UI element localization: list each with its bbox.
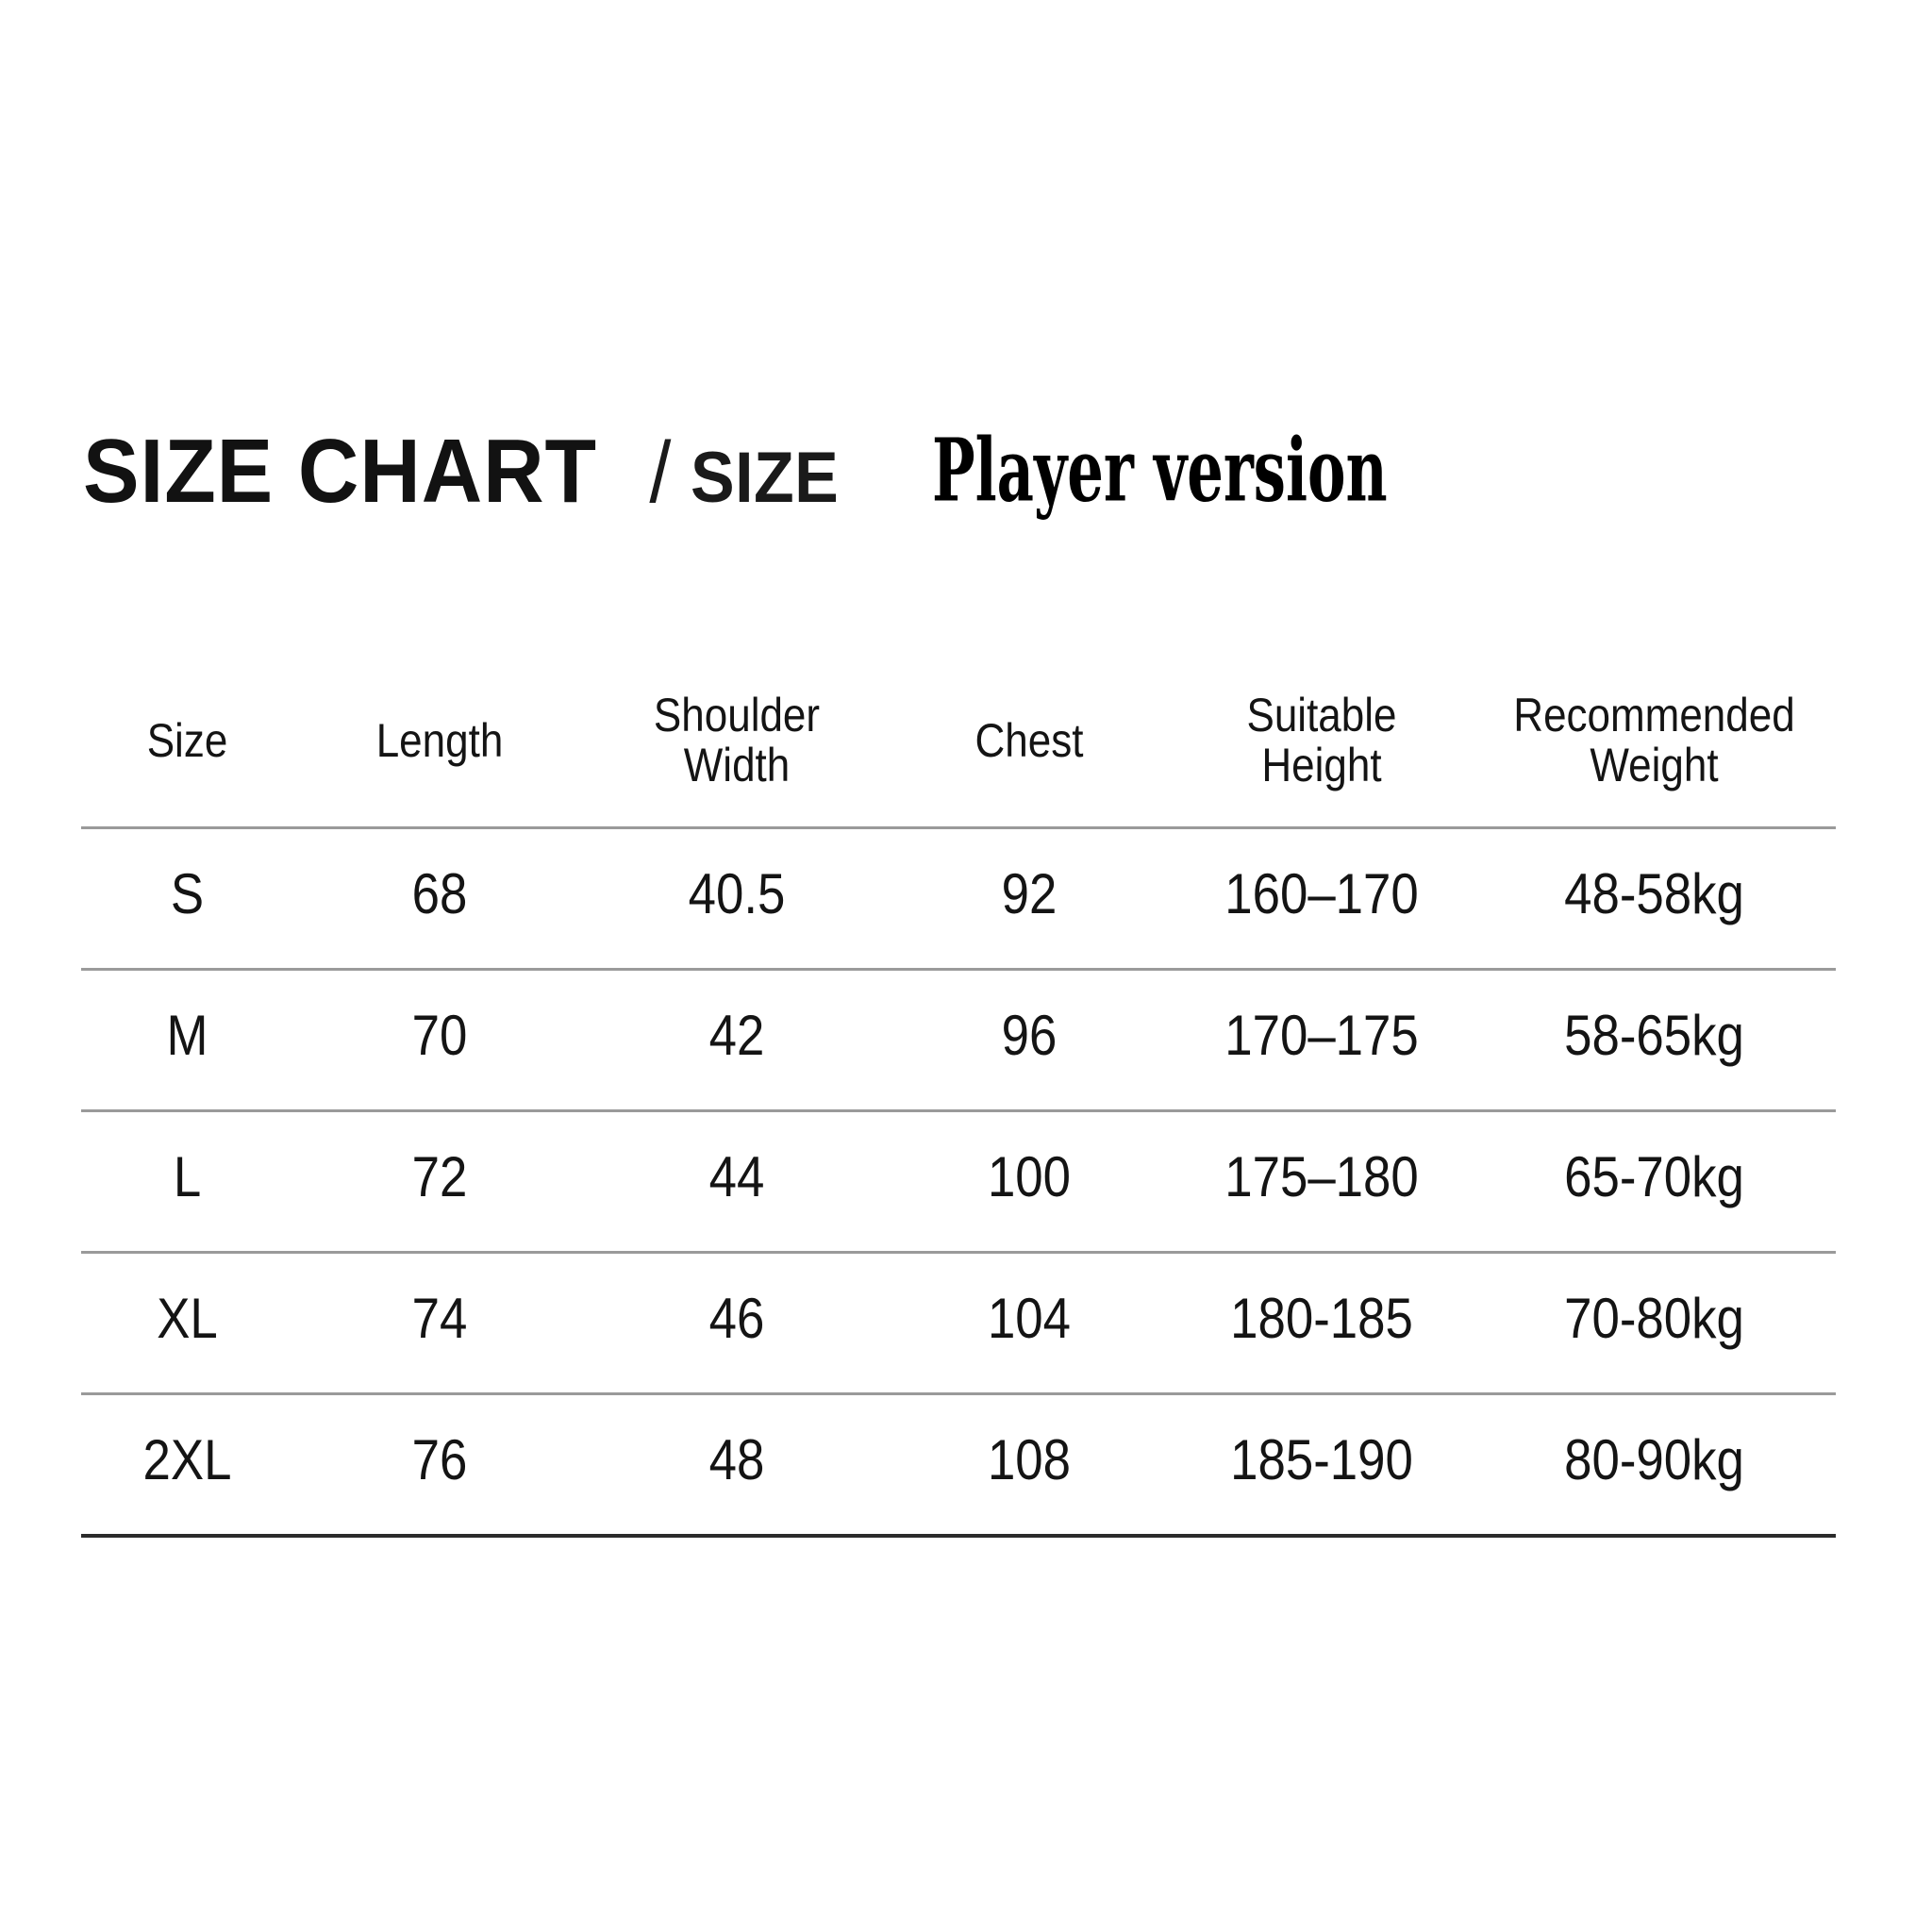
table-header-row: Size Length Shoulder Width Chest Suitabl…: [81, 660, 1836, 829]
cell-chest: 92: [905, 827, 1154, 971]
column-header-chest: Chest: [905, 660, 1154, 829]
cell-shoulder-width: 40.5: [604, 827, 870, 971]
cell-recommended-weight: 48-58kg: [1494, 827, 1814, 971]
page-title: SIZE CHART / SIZE Player version: [83, 426, 1847, 540]
column-header-suitable-height-line1: Suitable: [1246, 689, 1397, 741]
size-table: Size Length Shoulder Width Chest Suitabl…: [81, 660, 1836, 1538]
cell-recommended-weight: 58-65kg: [1494, 969, 1814, 1112]
cell-length: 76: [310, 1393, 569, 1538]
column-header-shoulder-width-line2: Width: [683, 739, 791, 791]
column-header-recommended-weight-line1: Recommended: [1513, 689, 1795, 741]
table-row: XL 74 46 104 180-185 70-80kg: [81, 1252, 1836, 1395]
cell-suitable-height: 175–180: [1189, 1110, 1455, 1254]
cell-size: M: [93, 969, 281, 1112]
cell-recommended-weight: 65-70kg: [1494, 1110, 1814, 1254]
cell-chest: 104: [905, 1252, 1154, 1395]
cell-size: XL: [93, 1252, 281, 1395]
column-header-length-line1: Length: [375, 713, 504, 767]
cell-recommended-weight: 70-80kg: [1494, 1252, 1814, 1395]
cell-size: S: [93, 827, 281, 971]
cell-size: L: [93, 1110, 281, 1254]
table-row: L 72 44 100 175–180 65-70kg: [81, 1110, 1836, 1254]
cell-length: 74: [310, 1252, 569, 1395]
table-row: M 70 42 96 170–175 58-65kg: [81, 969, 1836, 1112]
column-header-length: Length: [310, 660, 569, 829]
cell-length: 72: [310, 1110, 569, 1254]
cell-shoulder-width: 48: [604, 1393, 870, 1538]
column-header-chest-line1: Chest: [974, 713, 1084, 767]
cell-suitable-height: 185-190: [1189, 1393, 1455, 1538]
column-header-recommended-weight-line2: Weight: [1590, 739, 1719, 791]
cell-length: 70: [310, 969, 569, 1112]
size-table-container: Size Length Shoulder Width Chest Suitabl…: [81, 660, 1836, 1538]
column-header-shoulder-width-line1: Shoulder: [653, 689, 821, 741]
column-header-shoulder-width: Shoulder Width: [604, 660, 870, 829]
title-version-badge: Player version: [932, 420, 1389, 522]
table-header: Size Length Shoulder Width Chest Suitabl…: [81, 660, 1836, 829]
cell-chest: 100: [905, 1110, 1154, 1254]
cell-shoulder-width: 46: [604, 1252, 870, 1395]
cell-chest: 96: [905, 969, 1154, 1112]
cell-shoulder-width: 42: [604, 969, 870, 1112]
title-separator-slash: /: [649, 425, 672, 521]
cell-suitable-height: 170–175: [1189, 969, 1455, 1112]
title-main-text: SIZE CHART: [83, 421, 597, 522]
column-header-size-line1: Size: [146, 713, 228, 767]
cell-recommended-weight: 80-90kg: [1494, 1393, 1814, 1538]
cell-length: 68: [310, 827, 569, 971]
table-row: S 68 40.5 92 160–170 48-58kg: [81, 827, 1836, 971]
column-header-suitable-height: Suitable Height: [1189, 660, 1455, 829]
cell-shoulder-width: 44: [604, 1110, 870, 1254]
cell-chest: 108: [905, 1393, 1154, 1538]
title-sub-text: SIZE: [690, 438, 839, 518]
cell-size: 2XL: [93, 1393, 281, 1538]
column-header-suitable-height-line2: Height: [1261, 739, 1382, 791]
cell-suitable-height: 180-185: [1189, 1252, 1455, 1395]
table-row: 2XL 76 48 108 185-190 80-90kg: [81, 1393, 1836, 1538]
column-header-size: Size: [93, 660, 281, 829]
cell-suitable-height: 160–170: [1189, 827, 1455, 971]
table-body: S 68 40.5 92 160–170 48-58kg M 70 42 96 …: [81, 827, 1836, 1538]
column-header-recommended-weight: Recommended Weight: [1494, 660, 1814, 829]
